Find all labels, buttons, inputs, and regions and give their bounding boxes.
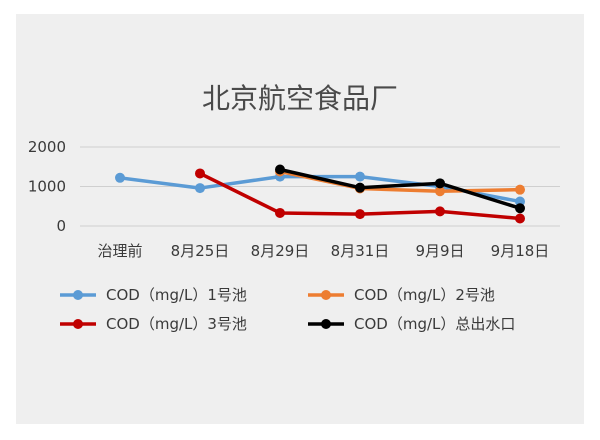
data-point xyxy=(355,182,365,193)
legend-item: COD（mg/L）2号池 xyxy=(308,286,495,304)
series-4 xyxy=(275,164,525,214)
y-tick-label: 2000 xyxy=(28,138,66,156)
x-tick-label: 8月25日 xyxy=(171,242,230,260)
legend-label: COD（mg/L）总出水口 xyxy=(354,315,515,333)
data-point xyxy=(515,213,525,224)
legend-label: COD（mg/L）3号池 xyxy=(106,315,247,333)
chart-panel: 北京航空食品厂 0 1000 2000 治理前 8月25日 8月29日 8月31日 9月9日… xyxy=(16,14,584,424)
legend: COD（mg/L）1号池 COD（mg/L）2号池 COD（mg/L）3号池 COD（… xyxy=(60,286,515,333)
data-point xyxy=(195,183,205,194)
data-point xyxy=(515,203,525,214)
data-point xyxy=(355,171,365,182)
x-axis-labels: 治理前 8月25日 8月29日 8月31日 9月9日 9月18日 xyxy=(97,242,549,260)
legend-marker xyxy=(321,290,331,300)
legend-label: COD（mg/L）2号池 xyxy=(354,286,495,304)
data-point xyxy=(435,178,445,189)
y-tick-label: 0 xyxy=(56,217,66,235)
data-point xyxy=(275,164,285,175)
legend-item: COD（mg/L）3号池 xyxy=(60,315,247,333)
y-axis-labels: 0 1000 2000 xyxy=(28,138,66,235)
chart-title: 北京航空食品厂 xyxy=(202,82,398,115)
line-chart: 北京航空食品厂 0 1000 2000 治理前 8月25日 8月29日 8月31日 9月9日… xyxy=(28,82,560,333)
series-line xyxy=(279,167,521,210)
data-point xyxy=(195,168,205,179)
x-tick-label: 9月18日 xyxy=(491,242,550,260)
data-point xyxy=(515,184,525,195)
data-point xyxy=(435,206,445,217)
y-tick-label: 1000 xyxy=(28,178,66,196)
x-tick-label: 治理前 xyxy=(97,242,142,260)
grid-lines xyxy=(80,146,560,227)
x-tick-label: 9月9日 xyxy=(415,242,464,260)
data-point xyxy=(435,186,445,197)
series-lines xyxy=(115,164,525,224)
legend-marker xyxy=(73,290,83,300)
data-point xyxy=(275,207,285,218)
legend-marker xyxy=(73,319,83,329)
data-point xyxy=(355,209,365,220)
legend-item: COD（mg/L）总出水口 xyxy=(308,315,515,333)
series-3 xyxy=(195,168,525,224)
legend-item: COD（mg/L）1号池 xyxy=(60,286,247,304)
data-point xyxy=(115,172,125,183)
legend-label: COD（mg/L）1号池 xyxy=(106,286,247,304)
x-tick-label: 8月31日 xyxy=(331,242,390,260)
legend-marker xyxy=(321,319,331,329)
x-tick-label: 8月29日 xyxy=(251,242,310,260)
